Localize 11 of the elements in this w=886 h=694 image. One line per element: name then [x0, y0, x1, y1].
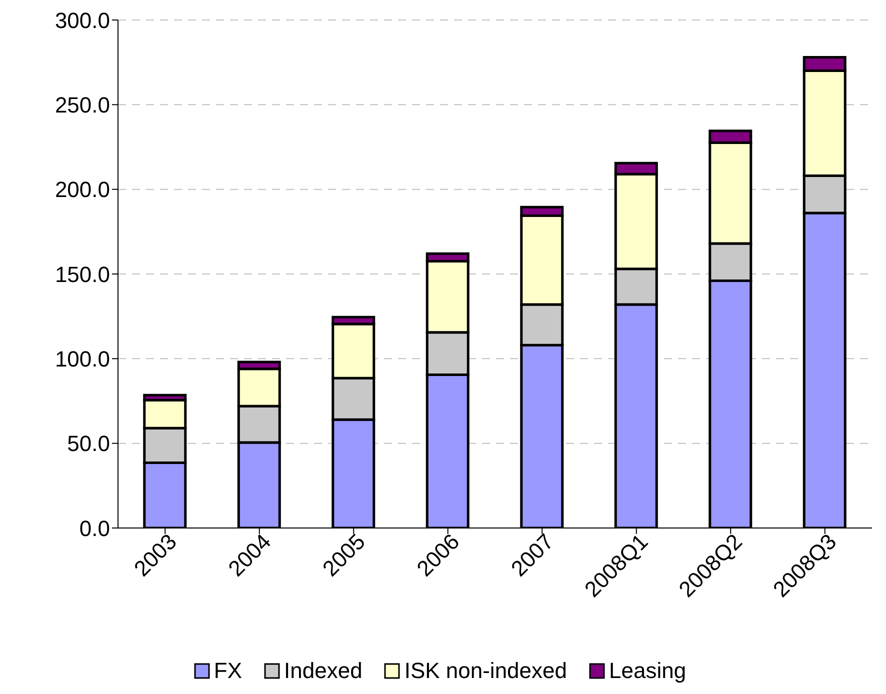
y-tick-label: 200.0	[54, 177, 110, 202]
y-tick-label: 0.0	[79, 516, 110, 541]
legend-label: Leasing	[608, 658, 686, 684]
y-tick-label: 250.0	[54, 92, 110, 118]
legend-label: Indexed	[283, 658, 362, 684]
legend-label: ISK non-indexed	[403, 658, 567, 684]
y-tick-label: 300.0	[54, 8, 110, 33]
y-tick-label: 50.0	[67, 431, 110, 456]
legend-label: FX	[212, 658, 242, 684]
y-tick-label: 150.0	[54, 262, 110, 287]
y-tick-label: 100.0	[54, 346, 110, 372]
